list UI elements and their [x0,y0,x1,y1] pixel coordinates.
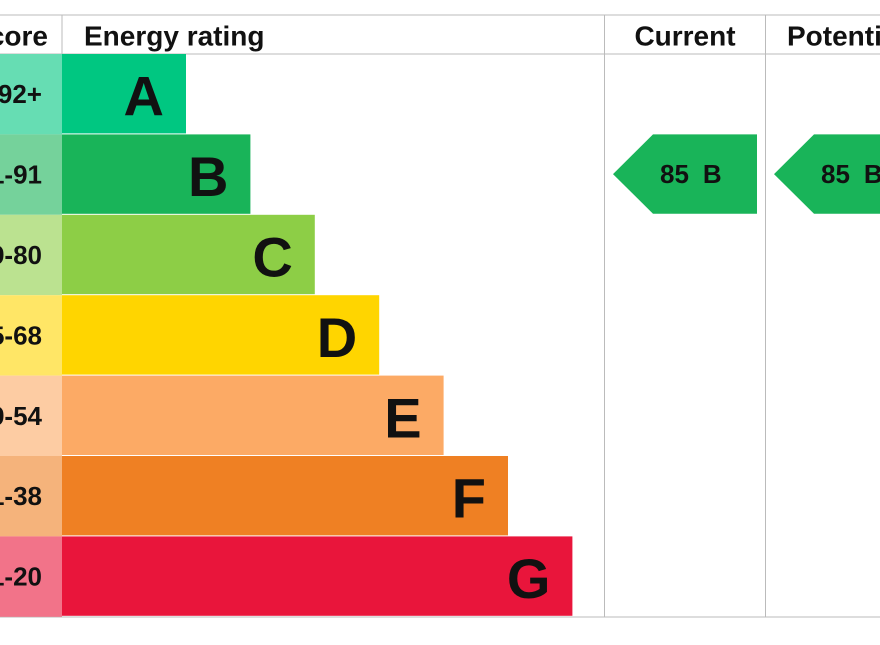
score-cell [0,134,62,215]
score-cell [0,536,62,617]
current-letter: B [703,159,722,189]
score-cell [0,456,62,537]
rating-letter: F [452,467,486,530]
current-label: 85 B [660,159,722,189]
score-range: 1-20 [0,562,42,592]
rating-letter: G [507,547,551,610]
potential-label: 85 B [821,159,880,189]
score-cell [0,375,62,456]
score-range: 81-91 [0,160,42,190]
rating-bar [62,536,573,616]
rating-bar [62,295,380,375]
rating-bar [62,456,508,536]
rating-bar [62,214,315,295]
rating-bar [62,375,444,455]
potential-value: 85 [821,159,850,189]
rating-bar [62,54,186,134]
current-value: 85 [660,159,689,189]
score-range: 69-80 [0,240,42,270]
header-score: Score [0,21,48,52]
header-current: Current [634,21,735,52]
rating-letter: B [188,145,228,208]
score-cell [0,295,62,376]
rating-bar [62,134,251,214]
score-range: 39-54 [0,401,43,431]
rating-letter: E [384,386,421,449]
rating-letter: C [252,226,292,289]
potential-letter: B [864,159,880,189]
header-rating: Energy rating [84,21,264,52]
header-potential: Potential [787,21,880,52]
score-cell [0,214,62,296]
current-arrow [613,134,757,214]
score-range: 21-38 [0,481,42,511]
score-cell [0,54,62,135]
potential-arrow [774,134,880,214]
rating-letter: D [317,306,357,369]
rating-letter: A [124,65,164,128]
score-range: 55-68 [0,320,42,350]
score-range: 92+ [0,79,42,109]
